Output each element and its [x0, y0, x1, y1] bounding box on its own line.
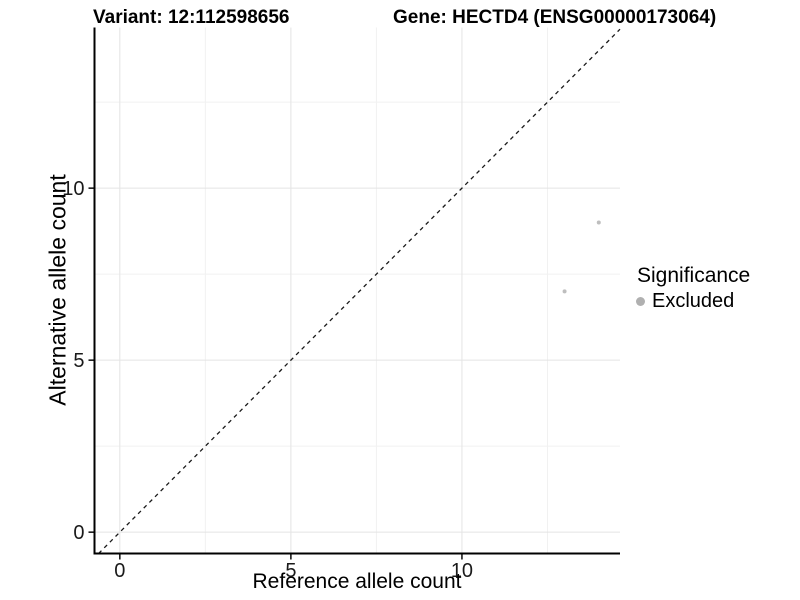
x-tick-label: 5 — [285, 560, 296, 582]
x-tick-label: 10 — [451, 560, 473, 582]
legend-key-dot — [636, 296, 645, 306]
x-axis-label: Reference allele count — [252, 570, 462, 593]
y-axis-label: Alternative allele count — [44, 174, 71, 406]
plot-title-gene: Gene: HECTD4 (ENSG00000173064) — [393, 7, 717, 28]
x-tick-label: 0 — [114, 560, 125, 582]
legend: Significance Excluded — [636, 264, 750, 312]
plot-title-variant: Variant: 12:112598656 — [93, 7, 290, 28]
legend-item-excluded: Excluded — [636, 290, 750, 312]
y-tick-label: 5 — [73, 350, 84, 372]
y-tick-label: 10 — [62, 178, 84, 200]
data-point — [596, 220, 601, 225]
identity-line — [98, 28, 621, 554]
y-tick-label: 0 — [73, 522, 84, 544]
legend-item-label: Excluded — [652, 290, 735, 312]
legend-title: Significance — [637, 264, 751, 287]
data-point — [562, 289, 567, 294]
